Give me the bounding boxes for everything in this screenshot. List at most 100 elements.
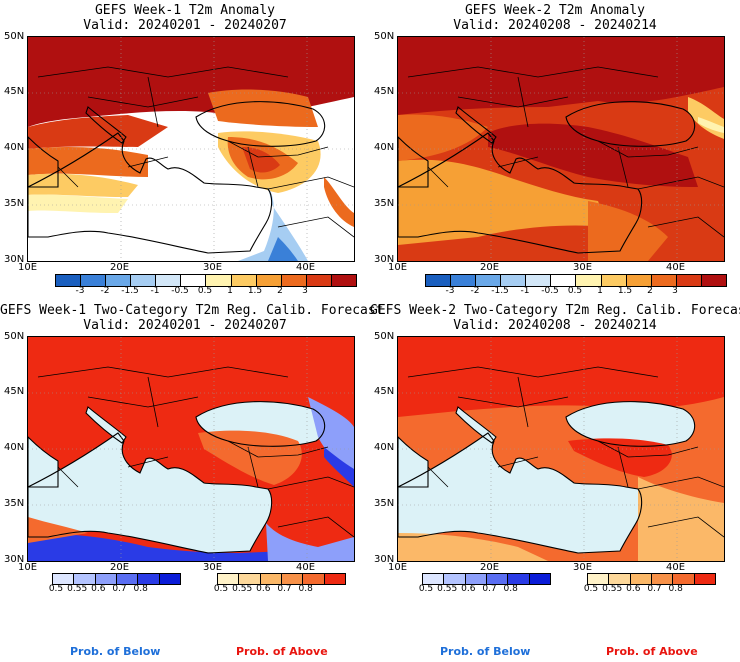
lon-label: 40E xyxy=(666,262,686,273)
coastline xyxy=(28,132,273,254)
prob-below-caption: Prob. of Below xyxy=(70,645,161,658)
lat-label: 50N xyxy=(374,31,395,42)
anom-region xyxy=(238,187,308,261)
prob-region xyxy=(198,430,302,485)
colorbar-swatch xyxy=(626,275,652,286)
coastline xyxy=(565,401,696,447)
lat-label: 30N xyxy=(4,254,25,265)
probability-map xyxy=(27,336,355,562)
colorbar-label: 3 xyxy=(672,286,678,296)
border xyxy=(37,366,289,378)
lon-label: 10E xyxy=(18,262,38,273)
colorbar-swatch xyxy=(56,275,82,286)
colorbar-label: 0.55 xyxy=(602,584,623,594)
border xyxy=(617,146,629,188)
colorbar-swatch xyxy=(331,275,356,286)
colorbar-label: -1 xyxy=(150,286,160,296)
colorbar-label: 3 xyxy=(302,286,308,296)
probability-map xyxy=(397,336,725,562)
coastline xyxy=(195,101,326,147)
lon-label: 30E xyxy=(203,562,223,573)
lon-label: 10E xyxy=(388,562,408,573)
colorbar-label: 2 xyxy=(647,286,653,296)
border xyxy=(127,456,169,468)
colorbar-label: 0.8 xyxy=(503,584,518,594)
colorbar-swatch xyxy=(423,574,445,584)
coastline xyxy=(455,106,497,144)
colorbar-swatch xyxy=(701,275,726,286)
anomaly-map xyxy=(27,36,355,262)
coastline xyxy=(398,432,643,554)
sea xyxy=(398,433,642,553)
colorbar-label: 0.5 xyxy=(418,584,434,594)
lon-label: 40E xyxy=(666,562,686,573)
colorbar-swatch xyxy=(181,275,207,286)
lon-label: 20E xyxy=(110,262,130,273)
lon-label: 30E xyxy=(573,562,593,573)
border xyxy=(637,476,724,490)
colorbar-swatch xyxy=(551,275,577,286)
panel-title: GEFS Week-2 Two-Category T2m Reg. Calib.… xyxy=(370,303,740,318)
panel-valid-dates: Valid: 20240208 - 20240214 xyxy=(453,18,657,33)
border xyxy=(227,440,329,458)
coastline xyxy=(398,436,429,488)
prob-below-colorbar xyxy=(422,573,551,585)
lat-label: 45N xyxy=(4,386,25,397)
colorbar-label: 1 xyxy=(597,286,603,296)
colorbar-label: 1.5 xyxy=(617,286,633,296)
border xyxy=(617,446,629,488)
coastline xyxy=(85,106,127,144)
lon-label: 30E xyxy=(203,262,223,273)
lat-label: 50N xyxy=(374,331,395,342)
colorbar-label: 0.6 xyxy=(461,584,476,594)
border xyxy=(517,376,529,428)
colorbar-swatch xyxy=(131,275,157,286)
colorbar-label: 0.7 xyxy=(112,584,127,594)
lat-label: 40N xyxy=(374,442,395,453)
colorbar-swatch xyxy=(526,275,552,286)
border xyxy=(407,366,659,378)
colorbar-swatch xyxy=(673,574,695,584)
colorbar-swatch xyxy=(324,574,345,584)
colorbar-swatch xyxy=(281,574,304,584)
border xyxy=(277,516,354,538)
colorbar-swatch xyxy=(465,574,487,584)
colorbar-swatch xyxy=(676,275,702,286)
border xyxy=(647,516,724,538)
lon-label: 40E xyxy=(296,562,316,573)
anomaly-map xyxy=(397,36,725,262)
border xyxy=(647,216,724,238)
anom-region xyxy=(28,115,168,149)
sea xyxy=(28,433,272,553)
coastline xyxy=(398,132,643,254)
panel-valid-dates: Valid: 20240201 - 20240207 xyxy=(83,18,287,33)
colorbar-swatch xyxy=(281,275,307,286)
colorbar-swatch xyxy=(426,275,452,286)
anom-region xyxy=(588,201,668,261)
lat-label: 35N xyxy=(4,498,25,509)
colorbar-swatch xyxy=(444,574,466,584)
anomaly-colorbar xyxy=(425,274,727,287)
border xyxy=(227,140,329,158)
colorbar-swatch xyxy=(260,574,282,584)
border xyxy=(87,96,199,108)
colorbar-swatch xyxy=(218,574,240,584)
colorbar-swatch xyxy=(651,574,674,584)
lon-label: 30E xyxy=(573,262,593,273)
colorbar-swatch xyxy=(601,275,627,286)
border xyxy=(147,376,159,428)
colorbar-swatch xyxy=(256,275,282,286)
colorbar-swatch xyxy=(694,574,715,584)
border xyxy=(277,216,354,238)
colorbar-swatch xyxy=(501,275,527,286)
prob-region xyxy=(568,438,672,477)
coastline xyxy=(455,406,497,444)
colorbar-label: 0.5 xyxy=(197,286,213,296)
panel-title: GEFS Week-1 Two-Category T2m Reg. Calib.… xyxy=(0,303,384,318)
border xyxy=(127,156,169,168)
anom-region xyxy=(398,37,724,115)
colorbar-swatch xyxy=(231,275,257,286)
border xyxy=(427,166,449,188)
colorbar-label: -0.5 xyxy=(171,286,189,296)
colorbar-label: 0.5 xyxy=(583,584,599,594)
